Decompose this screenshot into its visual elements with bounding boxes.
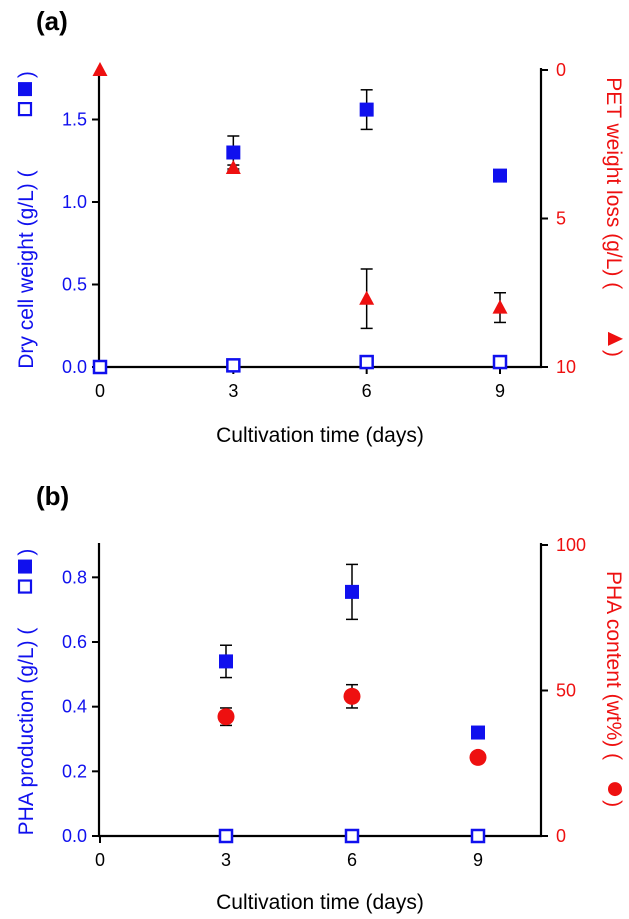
data-point-square-open <box>344 828 360 844</box>
y-left-axis-title-text: Dry cell weight (g/L) ( <box>15 170 38 368</box>
x-tick-label: 0 <box>95 381 105 401</box>
x-axis-title: Cultivation time (days) <box>216 891 424 914</box>
x-tick-label: 0 <box>95 850 105 870</box>
y-left-tick-label: 0.5 <box>62 275 87 295</box>
y-left-tick-label: 0.4 <box>62 697 87 717</box>
data-point-square-filled <box>471 725 485 740</box>
data-point-circle-filled <box>343 687 361 705</box>
data-point-square-filled <box>226 145 241 160</box>
y-left-axis-title-text: ) <box>15 71 38 78</box>
data-point-square-filled <box>359 102 374 117</box>
legend-filled-triangle-icon <box>608 331 623 346</box>
y-left-axis-title: Dry cell weight (g/L) () <box>15 71 38 369</box>
y-left-tick-label: 1.5 <box>62 110 87 130</box>
x-tick-label: 3 <box>221 850 231 870</box>
y-right-tick-label: 0 <box>556 60 566 80</box>
x-axis-title: Cultivation time (days) <box>216 424 424 447</box>
data-point-triangle-filled <box>225 160 241 175</box>
y-right-tick-label: 100 <box>556 535 586 555</box>
y-right-axis-title-text: PHA content (wt%) ( <box>602 571 625 760</box>
data-point-square-filled <box>345 584 359 599</box>
data-point-square-filled <box>219 654 233 669</box>
y-right-axis-title: PET weight loss (g/L) () <box>602 77 625 357</box>
legend-filled-square-icon <box>18 82 32 97</box>
y-right-tick-label: 50 <box>556 681 576 701</box>
y-left-tick-label: 0.0 <box>62 357 87 377</box>
chart-panel-b: (b) 0 3 6 9 0.0 0.2 0.4 0.6 0.8 0 50 100 Cultivation … <box>15 481 625 914</box>
y-left-tick-label: 0.0 <box>62 826 87 846</box>
y-left-tick-label: 1.0 <box>62 192 87 212</box>
data-point-square-open <box>470 828 486 844</box>
data-point-triangle-filled <box>92 62 108 76</box>
data-point-square-open <box>226 358 241 373</box>
legend-open-square-icon <box>17 101 33 117</box>
x-tick-label: 9 <box>495 381 505 401</box>
x-tick-label: 6 <box>347 850 357 870</box>
x-tick-label: 3 <box>228 381 238 401</box>
y-left-tick-label: 0.2 <box>62 761 87 781</box>
chart-panel-a: (a) 0 3 6 9 0.0 0.5 1.0 1.5 0 5 10 Cultivation time … <box>15 6 625 447</box>
y-right-axis-title: PHA content (wt%) () <box>602 571 625 807</box>
data-point-square-open <box>492 354 508 370</box>
data-point-circle-filled <box>217 708 235 726</box>
x-tick-label: 6 <box>362 381 372 401</box>
y-right-tick-label: 5 <box>556 209 566 229</box>
y-left-axis-title-text: PHA production (g/L) ( <box>15 628 38 836</box>
y-right-tick-label: 10 <box>556 357 576 377</box>
data-point-square-open <box>359 354 374 370</box>
y-left-tick-label: 0.6 <box>62 632 87 652</box>
y-right-axis-title-text: ) <box>602 350 625 357</box>
y-left-tick-label: 0.8 <box>62 567 87 587</box>
y-left-axis-title: PHA production (g/L) () <box>15 549 38 836</box>
x-tick-label: 9 <box>473 850 483 870</box>
y-right-axis-title-text: PET weight loss (g/L) ( <box>602 77 625 289</box>
legend-open-square-icon <box>17 579 33 594</box>
data-point-triangle-filled <box>359 290 375 305</box>
y-right-axis-title-text: ) <box>602 800 625 807</box>
data-point-square-open <box>218 828 234 844</box>
legend-filled-square-icon <box>18 559 32 574</box>
data-point-triangle-filled <box>492 299 508 314</box>
legend-filled-circle-icon <box>608 782 622 797</box>
panel-label: (a) <box>36 6 68 36</box>
y-left-axis-title-text: ) <box>15 549 38 556</box>
data-point-square-open <box>92 359 108 375</box>
data-point-circle-filled <box>469 748 487 766</box>
y-right-tick-label: 0 <box>556 826 566 846</box>
data-point-square-filled <box>493 168 507 183</box>
panel-label: (b) <box>36 481 69 511</box>
